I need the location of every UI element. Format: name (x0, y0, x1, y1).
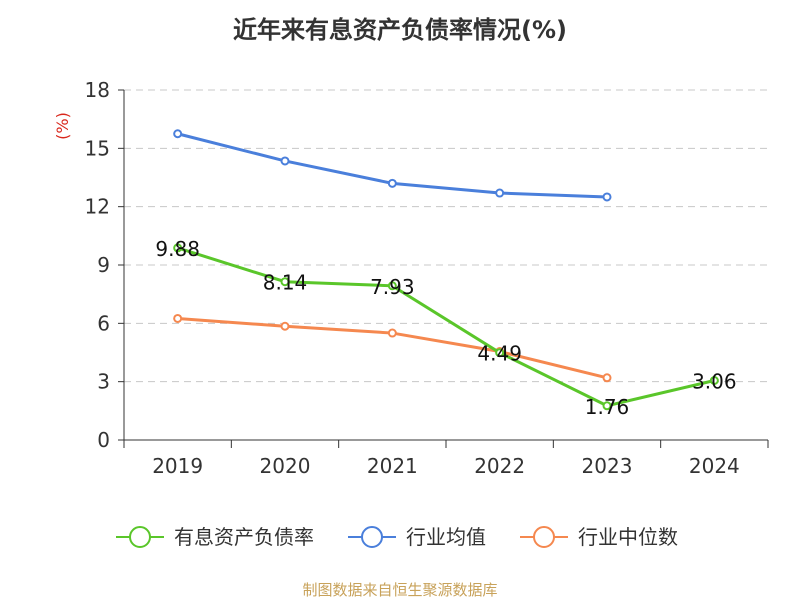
chart-title: 近年来有息资产负债率情况(%) (233, 16, 567, 44)
y-tick-label: 15 (85, 136, 110, 160)
data-label: 7.93 (370, 275, 415, 299)
series-point (602, 192, 612, 202)
legend-marker (129, 526, 151, 548)
series-point (495, 348, 505, 358)
legend[interactable]: 有息资产负债率 行业均值 行业中位数 (116, 525, 678, 549)
series-point (280, 277, 290, 287)
series-line (177, 316, 608, 380)
legend-marker (361, 526, 383, 548)
data-label: 4.49 (477, 342, 522, 366)
series-line (177, 246, 715, 408)
legend-item[interactable]: 行业均值 (348, 525, 486, 549)
x-tick-label: 2021 (367, 454, 418, 478)
legend-item[interactable]: 有息资产负债率 (116, 525, 314, 549)
legend-label: 行业中位数 (578, 525, 678, 549)
y-tick-label: 12 (85, 195, 110, 219)
x-tick-label: 2024 (689, 454, 740, 478)
series-point (173, 129, 183, 139)
data-label: 8.14 (263, 271, 308, 295)
series-point (602, 373, 612, 383)
y-tick-label: 6 (97, 311, 110, 335)
legend-marker (533, 526, 555, 548)
series-point (495, 188, 505, 198)
footer-source: 制图数据来自恒生聚源数据库 (302, 581, 498, 599)
x-tick-label: 2019 (152, 454, 203, 478)
data-label: 3.06 (692, 370, 737, 394)
series-point (280, 321, 290, 331)
y-tick-label: 9 (97, 253, 110, 277)
series-lines (173, 129, 719, 411)
series-point (709, 376, 719, 385)
x-tick-label: 2022 (474, 454, 525, 478)
series-point (173, 313, 183, 323)
x-tick-label: 2020 (260, 454, 311, 478)
data-label: 1.76 (585, 395, 630, 419)
legend-label: 行业均值 (406, 525, 486, 549)
series-point (602, 401, 612, 411)
y-tick-label: 3 (97, 370, 110, 394)
series-point (173, 243, 183, 253)
series-point (387, 281, 397, 291)
data-labels: 9.88 8.14 7.93 4.49 1.76 3.06 (155, 237, 736, 419)
axes: 0 3 6 9 12 15 18 2019 2020 2021 2022 2023 2024 (85, 78, 769, 478)
data-label: 9.88 (155, 237, 200, 261)
legend-label: 有息资产负债率 (174, 525, 314, 549)
series-point (387, 328, 397, 338)
y-axis-label: (%) (53, 112, 72, 140)
series-point (387, 178, 397, 188)
legend-item[interactable]: 行业中位数 (520, 525, 678, 549)
y-tick-label: 0 (97, 428, 110, 452)
gridlines (124, 89, 768, 383)
y-tick-label: 18 (85, 78, 110, 102)
series-point (280, 156, 290, 166)
x-tick-label: 2023 (582, 454, 633, 478)
